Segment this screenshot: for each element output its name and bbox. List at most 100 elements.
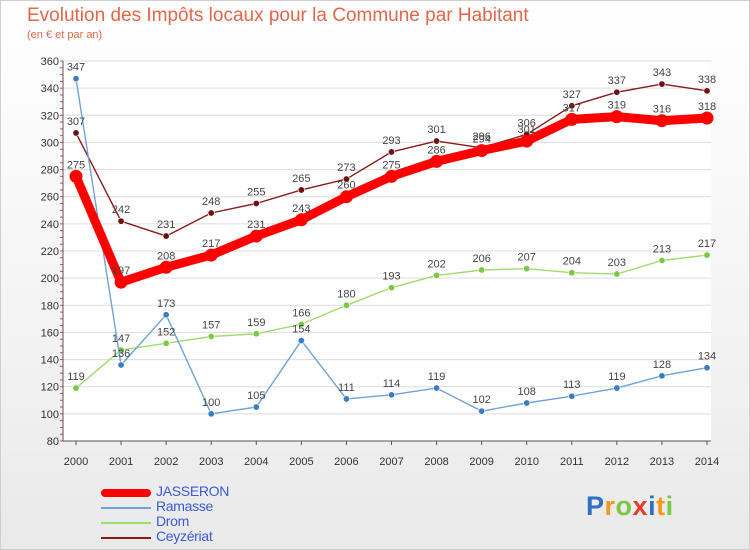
- x-tick-label: 2007: [379, 456, 403, 468]
- data-label-drom: 166: [292, 307, 310, 319]
- legend-label-ramasse: Ramasse: [156, 498, 214, 514]
- data-label-jasseron: 286: [427, 144, 445, 156]
- legend-swatch-drom: [101, 522, 151, 524]
- data-label-jasseron: 319: [608, 100, 626, 112]
- x-tick-label: 2003: [199, 456, 223, 468]
- x-tick-label: 2002: [154, 456, 178, 468]
- data-label-drom: 180: [337, 288, 355, 300]
- data-point-ceyzriat: [387, 148, 395, 156]
- x-tick-label: 2011: [560, 456, 584, 468]
- data-label-ceyzriat: 337: [608, 75, 626, 87]
- data-label-jasseron: 231: [247, 219, 265, 231]
- y-tick-label: 220: [41, 246, 59, 258]
- data-point-jasseron: [475, 144, 489, 158]
- data-point-ceyzriat: [117, 217, 125, 225]
- legend-item-jasseron: JASSERON: [101, 483, 361, 500]
- x-tick-label: 2014: [695, 456, 719, 468]
- data-point-ceyzriat: [342, 175, 350, 183]
- data-label-drom: 152: [157, 326, 175, 338]
- proxiti-logo: Proxiti: [586, 491, 674, 522]
- data-label-ramasse: 173: [157, 298, 175, 310]
- data-point-ramasse: [297, 337, 305, 345]
- data-label-ramasse: 111: [338, 382, 355, 394]
- data-point-ramasse: [72, 75, 80, 83]
- data-label-ceyzriat: 231: [157, 219, 175, 231]
- chart-title: Evolution des Impôts locaux pour la Comm…: [27, 5, 529, 26]
- y-tick-label: 240: [41, 219, 59, 231]
- y-tick-label: 80: [47, 436, 59, 448]
- data-label-ceyzriat: 248: [202, 196, 220, 208]
- data-point-jasseron: [204, 248, 218, 262]
- legend-item-drom: Drom: [101, 513, 361, 530]
- logo-letter: r: [604, 491, 616, 521]
- data-label-ramasse: 119: [608, 371, 626, 383]
- data-label-ceyzriat: 296: [472, 131, 490, 143]
- data-label-jasseron: 217: [202, 238, 220, 250]
- data-point-jasseron: [655, 114, 669, 128]
- data-point-ramasse: [658, 372, 666, 380]
- data-point-ceyzriat: [207, 209, 215, 217]
- x-tick-label: 2004: [244, 456, 268, 468]
- data-label-jasseron: 316: [653, 104, 671, 116]
- x-tick-label: 2013: [650, 456, 674, 468]
- data-label-ramasse: 113: [563, 379, 581, 391]
- chart-subtitle: (en € et par an): [27, 29, 103, 41]
- data-point-ceyzriat: [568, 102, 576, 110]
- data-label-drom: 159: [247, 317, 265, 329]
- data-label-jasseron: 318: [698, 101, 716, 113]
- data-label-ceyzriat: 338: [698, 74, 716, 86]
- data-label-ramasse: 119: [428, 371, 446, 383]
- x-tick-label: 2010: [514, 456, 538, 468]
- data-point-jasseron: [69, 169, 83, 183]
- data-label-ramasse: 114: [383, 378, 401, 390]
- data-point-drom: [72, 384, 80, 392]
- data-point-ceyzriat: [433, 137, 441, 145]
- data-label-ceyzriat: 301: [427, 124, 445, 136]
- data-point-drom: [478, 266, 486, 274]
- y-tick-label: 100: [41, 409, 59, 421]
- legend: JASSERON Ramasse Drom Ceyzériat: [101, 483, 361, 545]
- data-label-ceyzriat: 307: [67, 116, 85, 128]
- data-point-drom: [658, 256, 666, 264]
- data-label-ramasse: 136: [112, 348, 130, 360]
- data-point-drom: [387, 284, 395, 292]
- data-label-drom: 217: [698, 238, 716, 250]
- x-tick-label: 2009: [469, 456, 493, 468]
- logo-letter: t: [656, 491, 666, 521]
- data-label-jasseron: 197: [112, 265, 130, 277]
- data-point-drom: [703, 251, 711, 259]
- data-label-ceyzriat: 273: [337, 162, 355, 174]
- x-tick-label: 2006: [334, 456, 358, 468]
- data-point-ceyzriat: [72, 129, 80, 137]
- y-tick-label: 160: [41, 327, 59, 339]
- data-point-ramasse: [478, 407, 486, 415]
- y-tick-label: 260: [41, 192, 59, 204]
- y-tick-label: 140: [41, 355, 59, 367]
- data-label-ramasse: 134: [698, 351, 716, 363]
- data-point-jasseron: [520, 134, 534, 148]
- data-label-drom: 147: [112, 333, 130, 345]
- data-label-ramasse: 102: [472, 394, 490, 406]
- legend-label-ceyzeriat: Ceyzériat: [156, 528, 213, 544]
- data-label-ceyzriat: 327: [563, 89, 581, 101]
- data-label-ramasse: 347: [67, 62, 85, 74]
- data-point-ceyzriat: [658, 80, 666, 88]
- y-tick-label: 340: [41, 83, 59, 95]
- logo-letter: x: [632, 491, 649, 521]
- data-point-drom: [523, 265, 531, 273]
- legend-item-ceyzeriat: Ceyzériat: [101, 528, 361, 545]
- data-label-drom: 202: [427, 258, 445, 270]
- data-point-ramasse: [568, 392, 576, 400]
- y-tick-label: 320: [41, 110, 59, 122]
- data-point-jasseron: [430, 154, 444, 168]
- data-label-ramasse: 154: [292, 324, 310, 336]
- x-tick-label: 2001: [109, 456, 133, 468]
- data-label-ceyzriat: 343: [653, 67, 671, 79]
- data-label-drom: 213: [653, 244, 671, 256]
- data-point-jasseron: [159, 260, 173, 274]
- data-label-jasseron: 294: [472, 134, 490, 146]
- data-label-ramasse: 100: [202, 397, 220, 409]
- y-tick-label: 200: [41, 273, 59, 285]
- x-tick-label: 2005: [289, 456, 313, 468]
